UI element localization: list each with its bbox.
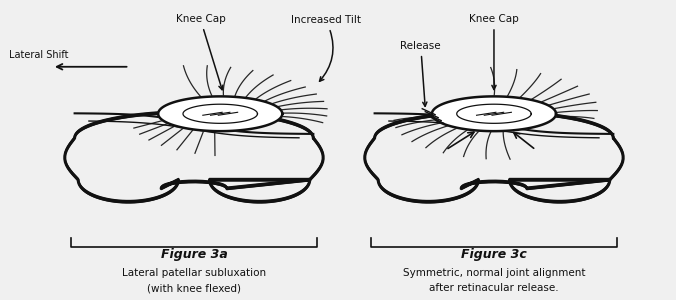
Polygon shape (158, 96, 283, 131)
Text: Knee Cap: Knee Cap (469, 14, 519, 89)
Polygon shape (432, 96, 556, 131)
Text: Figure 3a: Figure 3a (161, 248, 227, 262)
Text: Release: Release (400, 41, 441, 106)
Text: Lateral Shift: Lateral Shift (9, 50, 68, 60)
Text: Knee Cap: Knee Cap (176, 14, 225, 90)
Text: Increased Tilt: Increased Tilt (291, 15, 361, 81)
Text: Symmetric, normal joint alignment: Symmetric, normal joint alignment (403, 268, 585, 278)
Text: Lateral patellar subluxation: Lateral patellar subluxation (122, 268, 266, 278)
Text: Figure 3c: Figure 3c (461, 248, 527, 262)
Text: (with knee flexed): (with knee flexed) (147, 283, 241, 293)
Text: after retinacular release.: after retinacular release. (429, 283, 559, 293)
